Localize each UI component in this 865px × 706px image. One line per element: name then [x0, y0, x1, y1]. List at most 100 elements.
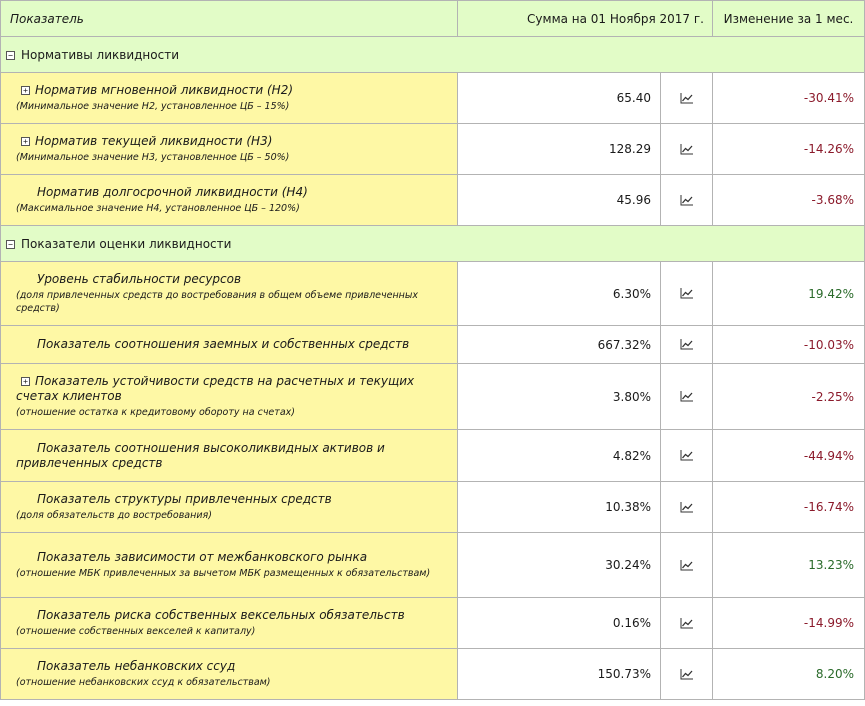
- indicator-title: Показатель структуры привлеченных средст…: [37, 492, 332, 506]
- chart-line-icon[interactable]: [680, 338, 694, 350]
- indicator-title: Показатель риска собственных вексельных …: [37, 608, 405, 622]
- expand-plus-icon[interactable]: +: [21, 377, 30, 386]
- chart-cell[interactable]: [660, 72, 713, 124]
- chart-cell[interactable]: [660, 174, 713, 226]
- chart-line-icon[interactable]: [680, 390, 694, 402]
- indicator-name-cell: Показатель соотношения высоколиквидных а…: [0, 429, 458, 482]
- indicator-note: (отношение собственных векселей к капита…: [16, 626, 256, 637]
- chart-cell[interactable]: [660, 648, 713, 700]
- collapse-minus-icon[interactable]: −: [6, 50, 15, 60]
- section-title: Показатели оценки ликвидности: [21, 236, 232, 251]
- column-header-change[interactable]: Изменение за 1 мес.: [712, 0, 865, 37]
- expand-plus-icon[interactable]: +: [21, 137, 30, 146]
- indicator-change: -44.94%: [712, 429, 865, 482]
- indicator-note: (доля обязательств до востребования): [16, 510, 212, 521]
- indicator-title: Показатель соотношения высоколиквидных а…: [16, 440, 385, 470]
- indicator-name-cell: + Норматив мгновенной ликвидности (Н2) (М…: [0, 72, 458, 124]
- section-title-cell[interactable]: − Нормативы ликвидности: [0, 36, 865, 73]
- table-row: Уровень стабильности ресурсов (доля прив…: [0, 261, 865, 326]
- indicator-change: -14.99%: [712, 597, 865, 649]
- chart-line-icon[interactable]: [680, 449, 694, 461]
- section-title: Нормативы ликвидности: [21, 47, 179, 62]
- indicator-value: 128.29: [457, 123, 661, 175]
- indicator-change: -14.26%: [712, 123, 865, 175]
- table-row: Показатель соотношения высоколиквидных а…: [0, 429, 865, 482]
- indicator-name-cell: Уровень стабильности ресурсов (доля прив…: [0, 261, 458, 326]
- indicator-value: 30.24%: [457, 532, 661, 598]
- section-title-cell[interactable]: − Показатели оценки ликвидности: [0, 225, 865, 262]
- indicator-value: 4.82%: [457, 429, 661, 482]
- indicator-title: Норматив мгновенной ликвидности (Н2): [35, 83, 294, 97]
- indicator-change: 19.42%: [712, 261, 865, 326]
- indicator-name-cell: + Показатель устойчивости средств на расч…: [0, 363, 458, 430]
- indicator-change: -10.03%: [712, 325, 865, 364]
- indicator-note: (отношение МБК привлеченных за вычетом М…: [16, 568, 431, 579]
- indicator-title: Показатель небанковских ссуд: [37, 659, 236, 673]
- chart-cell[interactable]: [660, 261, 713, 326]
- indicator-title: Показатель устойчивости средств на расче…: [16, 374, 415, 403]
- table-row: Показатель соотношения заемных и собстве…: [0, 325, 865, 364]
- indicator-value: 0.16%: [457, 597, 661, 649]
- indicator-change: -2.25%: [712, 363, 865, 430]
- indicator-name-cell: Показатель зависимости от межбанковского…: [0, 532, 458, 598]
- indicator-value: 65.40: [457, 72, 661, 124]
- table-row: Норматив долгосрочной ликвидности (Н4) (…: [0, 174, 865, 226]
- indicator-title: Показатель зависимости от межбанковского…: [37, 550, 368, 564]
- indicator-name-cell: Показатель соотношения заемных и собстве…: [0, 325, 458, 364]
- chart-line-icon[interactable]: [680, 501, 694, 513]
- indicator-change: 13.23%: [712, 532, 865, 598]
- expand-plus-icon[interactable]: +: [21, 86, 30, 95]
- indicator-change: -16.74%: [712, 481, 865, 533]
- indicator-value: 10.38%: [457, 481, 661, 533]
- section-row-liquidity-norms[interactable]: − Нормативы ликвидности: [0, 36, 865, 73]
- indicator-title: Норматив долгосрочной ликвидности (Н4): [37, 185, 308, 199]
- indicator-value: 6.30%: [457, 261, 661, 326]
- table-row: Показатель небанковских ссуд (отношение …: [0, 648, 865, 700]
- chart-line-icon[interactable]: [680, 92, 694, 104]
- indicator-name-cell: Показатель структуры привлеченных средст…: [0, 481, 458, 533]
- indicator-note: (отношение остатка к кредитовому обороту…: [16, 407, 295, 418]
- table-row: Показатель риска собственных вексельных …: [0, 597, 865, 649]
- chart-line-icon[interactable]: [680, 143, 694, 155]
- indicator-note: (отношение небанковских ссуд к обязатель…: [16, 677, 271, 688]
- chart-cell[interactable]: [660, 597, 713, 649]
- chart-cell[interactable]: [660, 363, 713, 430]
- collapse-minus-icon[interactable]: −: [6, 239, 15, 249]
- indicator-value: 45.96: [457, 174, 661, 226]
- table-row: Показатель зависимости от межбанковского…: [0, 532, 865, 598]
- table-row: + Норматив мгновенной ликвидности (Н2) (М…: [0, 72, 865, 124]
- table-header: Показатель Сумма на 01 Ноября 2017 г. Из…: [0, 0, 865, 37]
- indicator-name-cell: Показатель риска собственных вексельных …: [0, 597, 458, 649]
- column-header-sum[interactable]: Сумма на 01 Ноября 2017 г.: [457, 0, 713, 37]
- indicator-note: (Минимальное значение Н3, установленное …: [16, 152, 290, 163]
- indicator-title: Норматив текущей ликвидности (Н3): [35, 134, 273, 148]
- indicator-change: 8.20%: [712, 648, 865, 700]
- chart-line-icon[interactable]: [680, 559, 694, 571]
- chart-cell[interactable]: [660, 481, 713, 533]
- chart-cell[interactable]: [660, 532, 713, 598]
- indicator-name-cell: Показатель небанковских ссуд (отношение …: [0, 648, 458, 700]
- indicator-value: 150.73%: [457, 648, 661, 700]
- chart-cell[interactable]: [660, 325, 713, 364]
- indicator-value: 667.32%: [457, 325, 661, 364]
- chart-line-icon[interactable]: [680, 617, 694, 629]
- indicator-note: (Минимальное значение Н2, установленное …: [16, 101, 290, 112]
- indicator-name-cell: Норматив долгосрочной ликвидности (Н4) (…: [0, 174, 458, 226]
- chart-cell[interactable]: [660, 123, 713, 175]
- indicator-change: -3.68%: [712, 174, 865, 226]
- indicator-title: Показатель соотношения заемных и собстве…: [37, 337, 410, 351]
- table-row: + Норматив текущей ликвидности (Н3) (Мини…: [0, 123, 865, 175]
- chart-line-icon[interactable]: [680, 668, 694, 680]
- indicator-change: -30.41%: [712, 72, 865, 124]
- table-row: Показатель структуры привлеченных средст…: [0, 481, 865, 533]
- indicator-note: (доля привлеченных средств до востребова…: [16, 290, 419, 314]
- chart-cell[interactable]: [660, 429, 713, 482]
- chart-line-icon[interactable]: [680, 287, 694, 299]
- indicator-title: Уровень стабильности ресурсов: [37, 272, 242, 286]
- indicator-note: (Максимальное значение Н4, установленное…: [16, 203, 300, 214]
- indicator-value: 3.80%: [457, 363, 661, 430]
- column-header-indicator[interactable]: Показатель: [0, 0, 458, 37]
- section-row-liquidity-assessment[interactable]: − Показатели оценки ликвидности: [0, 225, 865, 262]
- chart-line-icon[interactable]: [680, 194, 694, 206]
